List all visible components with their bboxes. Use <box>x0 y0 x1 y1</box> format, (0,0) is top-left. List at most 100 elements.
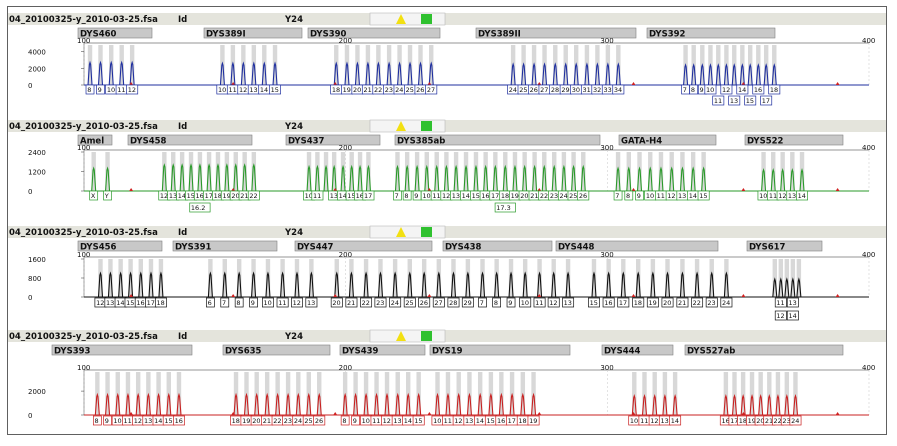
allele-label: 13 <box>678 192 686 200</box>
allele-bin <box>571 152 576 191</box>
marker-bar <box>555 240 719 252</box>
allele-label: 26 <box>579 192 587 200</box>
size-standard-peak <box>231 188 236 191</box>
allele-label: 9 <box>637 192 641 200</box>
allele-bin <box>357 152 363 191</box>
allele-label: 18 <box>232 417 240 425</box>
allele-label: 24 <box>559 192 567 200</box>
allele-label: 15 <box>472 192 480 200</box>
allele-label: 13 <box>106 299 114 307</box>
allele-label-box <box>418 297 431 308</box>
allele-label: 15 <box>590 299 598 307</box>
allele-label: 13 <box>393 417 401 425</box>
kit-label: Y24 <box>284 122 303 132</box>
allele-label-box <box>403 297 416 308</box>
allele-label: 9 <box>98 86 102 94</box>
allele-label-box <box>506 297 516 308</box>
allele-bin <box>108 259 113 297</box>
allele-label: 19 <box>648 299 656 307</box>
allele-label: 12 <box>383 417 391 425</box>
allele-label: X <box>91 192 96 200</box>
allele-bin <box>233 152 238 191</box>
allele-bin <box>315 152 320 191</box>
allele-label: 12 <box>96 299 104 307</box>
allele-label: 12 <box>778 192 786 200</box>
allele-label-box <box>393 190 402 201</box>
allele-label: 7 <box>480 299 484 307</box>
panel-header <box>8 13 886 25</box>
panel-header <box>8 226 886 238</box>
column-id-label: Id <box>178 332 187 342</box>
size-standard-peak <box>537 82 542 85</box>
allele-label: 16 <box>754 86 762 94</box>
allele-bin <box>222 259 227 297</box>
allele-label: 17 <box>364 192 372 200</box>
allele-label: 22 <box>693 299 701 307</box>
marker-bar <box>285 134 381 146</box>
allele-bin <box>512 152 518 191</box>
allele-label-box <box>206 297 215 308</box>
allele-label-box <box>760 95 773 106</box>
marker-name: DYS458 <box>130 137 167 147</box>
allele-label-box <box>728 95 741 106</box>
size-standard-peak <box>741 82 746 85</box>
allele-label: 33 <box>603 86 611 94</box>
allele-label: 27 <box>427 86 435 94</box>
allele-bin <box>503 152 508 191</box>
allele-bin <box>188 152 194 191</box>
size-standard-peak <box>427 412 432 415</box>
allele-label: 10 <box>107 86 115 94</box>
column-id-label: Id <box>178 15 187 25</box>
y-tick-label: 0 <box>28 412 32 420</box>
allele-label-box <box>345 297 358 308</box>
status-area <box>369 12 446 26</box>
x-tick-label: 100 <box>77 251 90 259</box>
marker-bar <box>294 240 433 252</box>
marker-bar <box>339 344 426 356</box>
allele-label: 8 <box>691 86 695 94</box>
allele-bin <box>242 152 247 191</box>
marker-name: DYS447 <box>297 243 334 253</box>
allele-label: 16 <box>481 192 489 200</box>
allele-label: 26 <box>420 299 428 307</box>
allele-bin <box>642 372 647 415</box>
allele-label: 34 <box>614 86 622 94</box>
size-standard-peak <box>631 412 636 415</box>
allele-label: 30 <box>572 86 580 94</box>
allele-label: 27 <box>540 86 548 94</box>
allele-label-box <box>360 297 373 308</box>
marker-bar <box>77 240 163 252</box>
size-standard-peak <box>333 412 338 415</box>
allele-label: 19 <box>242 417 250 425</box>
allele-label: 7 <box>683 86 687 94</box>
allele-label: 9 <box>508 299 512 307</box>
allele-label-box <box>374 297 387 308</box>
allele-label: 14 <box>462 192 470 200</box>
allele-label: 11 <box>432 192 440 200</box>
allele-label: 20 <box>353 86 361 94</box>
allele-label: 10 <box>113 417 121 425</box>
allele-bin <box>334 259 339 297</box>
marker-bar <box>77 134 113 146</box>
allele-label-box <box>669 415 682 426</box>
allele-label: 19 <box>529 417 537 425</box>
size-standard-peak <box>333 82 338 85</box>
peak-trace <box>94 392 799 416</box>
allele-label-box <box>351 415 360 426</box>
allele-bin <box>784 372 790 415</box>
status-area <box>369 225 446 239</box>
panel-1: 04_20100325-y_2010-03-25.fsa Id Y24 DYS460 D… <box>8 12 886 106</box>
allele-bin <box>98 45 103 85</box>
allele-bin <box>591 259 597 297</box>
allele-label: 15 <box>187 192 195 200</box>
size-standard-peak <box>427 294 432 297</box>
allele-bin <box>637 152 642 191</box>
marker-bar <box>222 344 331 356</box>
allele-bin <box>724 259 729 297</box>
allele-label-box <box>311 190 324 201</box>
allele-bin <box>148 259 154 297</box>
allele-label: 16 <box>356 192 364 200</box>
allele-label: 16 <box>175 417 183 425</box>
allele-label-box <box>154 297 167 308</box>
